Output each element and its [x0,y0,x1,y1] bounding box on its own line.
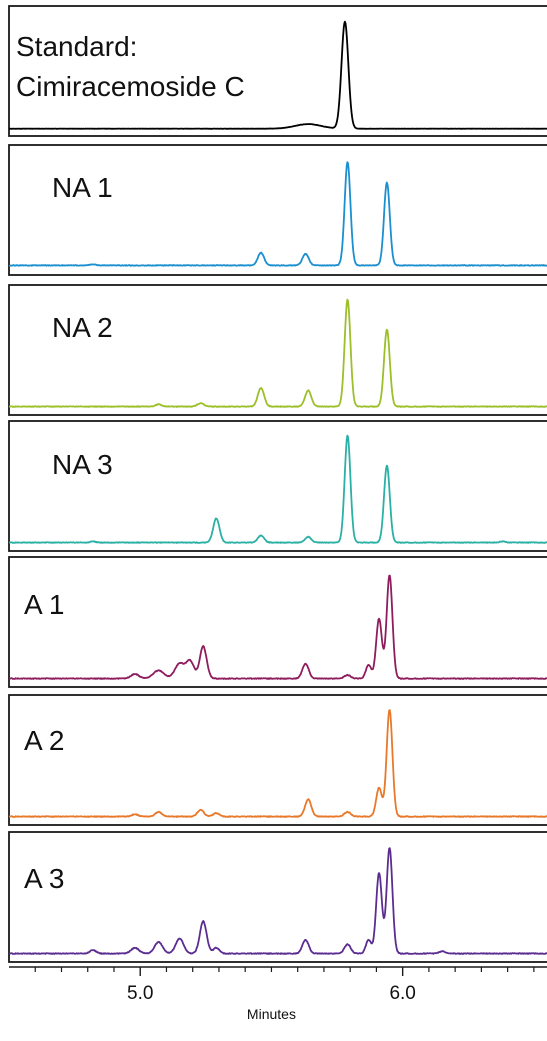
series-label-line: A 1 [24,589,64,620]
panel-a-3: A 3 [8,831,547,963]
panel-frame [8,831,547,963]
panel-frame [8,694,547,826]
trace-a-3 [8,847,547,955]
panel-frame [8,5,547,137]
series-label-line: A 3 [24,863,64,894]
trace-na-3 [8,434,547,544]
series-label-a-2: A 2 [24,725,64,756]
series-label-a-1: A 1 [24,589,64,620]
x-axis-title: Minutes [247,1006,296,1022]
panel-frame [8,420,547,552]
panel-standard: Standard: Cimiracemoside C [8,5,547,137]
trace-standard [8,20,547,130]
trace-na-1 [8,161,547,267]
series-label-line: Standard: [16,31,137,62]
series-label-a-3: A 3 [24,863,64,894]
series-label-line: Cimiracemoside C [16,71,245,102]
trace-na-2 [8,298,547,408]
panel-frame [8,556,547,688]
series-label-na-3: NA 3 [52,449,113,480]
x-axis: 5.0 6.0 Minutes [9,966,547,1022]
series-label-line: NA 2 [52,312,113,343]
panel-frame [8,144,547,276]
x-tick-label: 6.0 [389,983,415,1004]
x-tick-label: 5.0 [127,983,153,1004]
panels-layer: Standard: Cimiracemoside C NA 1 NA 2 NA 3 A 1… [8,5,547,963]
trace-a-2 [8,709,547,818]
panel-na-1: NA 1 [8,144,547,276]
panel-a-1: A 1 [8,556,547,688]
series-label-line: NA 3 [52,449,113,480]
panel-na-3: NA 3 [8,420,547,552]
panel-na-2: NA 2 [8,284,547,416]
panel-a-2: A 2 [8,694,547,826]
series-label-na-1: NA 1 [52,172,113,203]
series-label-line: NA 1 [52,172,113,203]
panel-frame [8,284,547,416]
series-label-standard: Standard: Cimiracemoside C [16,31,245,102]
series-label-line: A 2 [24,725,64,756]
series-label-na-2: NA 2 [52,312,113,343]
trace-a-1 [8,574,547,680]
